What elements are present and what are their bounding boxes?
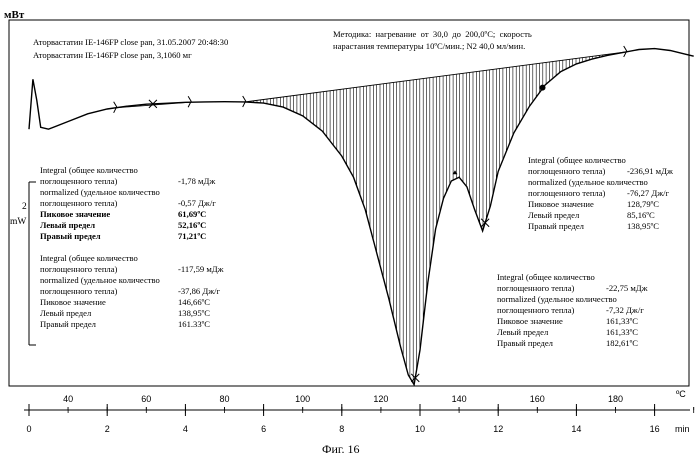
integral-value: -117,59 мДж bbox=[178, 264, 224, 274]
time-tick-label: 12 bbox=[493, 424, 503, 434]
temp-tick-label: 140 bbox=[452, 394, 467, 404]
temp-tick-label: 80 bbox=[219, 394, 229, 404]
integral-label: normalized (удельное количество bbox=[528, 177, 648, 187]
integral-value: 146,66ºC bbox=[178, 297, 210, 307]
integral-value: 85,16ºC bbox=[627, 210, 655, 220]
integral-label: Пиковое значение bbox=[40, 297, 106, 307]
integral-value: 138,95ºC bbox=[627, 221, 659, 231]
temp-tick-label: 100 bbox=[295, 394, 310, 404]
integral-label: Integral (общее количество bbox=[40, 253, 138, 263]
peak-marker bbox=[481, 219, 489, 227]
time-tick-label: 0 bbox=[26, 424, 31, 434]
integral-value: 161,33ºC bbox=[606, 327, 638, 337]
integral-label: normalized (удельное количество bbox=[497, 294, 617, 304]
time-unit-label: min bbox=[675, 424, 690, 434]
integral-label: Левый предел bbox=[40, 308, 92, 318]
integral-value: -37,86 Дж/г bbox=[178, 286, 221, 296]
integral-label: Integral (общее количество bbox=[40, 165, 138, 175]
integral-label: Integral (общее количество bbox=[528, 155, 626, 165]
integral-label: поглощенного тепла) bbox=[497, 283, 575, 293]
temp-tick-label: 60 bbox=[141, 394, 151, 404]
integral-label: Левый предел bbox=[528, 210, 580, 220]
integral-label: Правый предел bbox=[528, 221, 585, 231]
temp-unit-label: ºC bbox=[676, 389, 686, 399]
integral-value: -1,78 мДж bbox=[178, 176, 215, 186]
time-tick-label: 4 bbox=[183, 424, 188, 434]
temp-tick-label: 120 bbox=[373, 394, 388, 404]
integral-value: 71,21ºC bbox=[178, 231, 206, 241]
time-tick-label: 16 bbox=[650, 424, 660, 434]
limit-marker bbox=[540, 85, 546, 91]
integral-label: Пиковое значение bbox=[40, 209, 110, 219]
integral-label: normalized (удельное количество bbox=[40, 275, 160, 285]
integral-label: Пиковое значение bbox=[497, 316, 563, 326]
integral-label: поглощенного тепла) bbox=[40, 176, 118, 186]
integral-label: Правый предел bbox=[40, 319, 97, 329]
integral-value: -76,27 Дж/г bbox=[627, 188, 670, 198]
integral-value: -0,57 Дж/г bbox=[178, 198, 216, 208]
integral-label: Правый предел bbox=[40, 231, 101, 241]
integral-label: поглощенного тепла) bbox=[528, 188, 606, 198]
integral-label: поглощенного тепла) bbox=[528, 166, 606, 176]
integral-label: normalized (удельное количество bbox=[40, 187, 160, 197]
temp-tick-label: 160 bbox=[530, 394, 545, 404]
integral-label: Левый предел bbox=[497, 327, 549, 337]
integral-value: 61,69ºC bbox=[178, 209, 206, 219]
time-tick-label: 2 bbox=[105, 424, 110, 434]
temp-tick-label: 40 bbox=[63, 394, 73, 404]
integral-label: поглощенного тепла) bbox=[497, 305, 575, 315]
integral-value: -22,75 мДж bbox=[606, 283, 648, 293]
integral-value: 52,16ºC bbox=[178, 220, 206, 230]
integral-value: 161,33ºC bbox=[606, 316, 638, 326]
time-tick-label: 6 bbox=[261, 424, 266, 434]
integral-value: 182,61ºC bbox=[606, 338, 638, 348]
time-tick-label: 10 bbox=[415, 424, 425, 434]
integral-value: -7,32 Дж/г bbox=[606, 305, 644, 315]
peak-baseline bbox=[245, 52, 626, 102]
integral-label: поглощенного тепла) bbox=[40, 198, 118, 208]
integral-value: 128,79ºC bbox=[627, 199, 659, 209]
integral-label: Правый предел bbox=[497, 338, 554, 348]
temp-tick-label: 180 bbox=[608, 394, 623, 404]
integral-label: Integral (общее количество bbox=[497, 272, 595, 282]
time-tick-label: 14 bbox=[571, 424, 581, 434]
integral-label: Левый предел bbox=[40, 220, 95, 230]
integral-value: 161.33ºC bbox=[178, 319, 210, 329]
dsc-curve bbox=[29, 49, 694, 385]
integral-label: поглощенного тепла) bbox=[40, 264, 118, 274]
time-tick-label: 8 bbox=[339, 424, 344, 434]
integral-label: поглощенного тепла) bbox=[40, 286, 118, 296]
integral-value: 138,95ºC bbox=[178, 308, 210, 318]
integral-value: -236,91 мДж bbox=[627, 166, 673, 176]
integral-label: Пиковое значение bbox=[528, 199, 594, 209]
